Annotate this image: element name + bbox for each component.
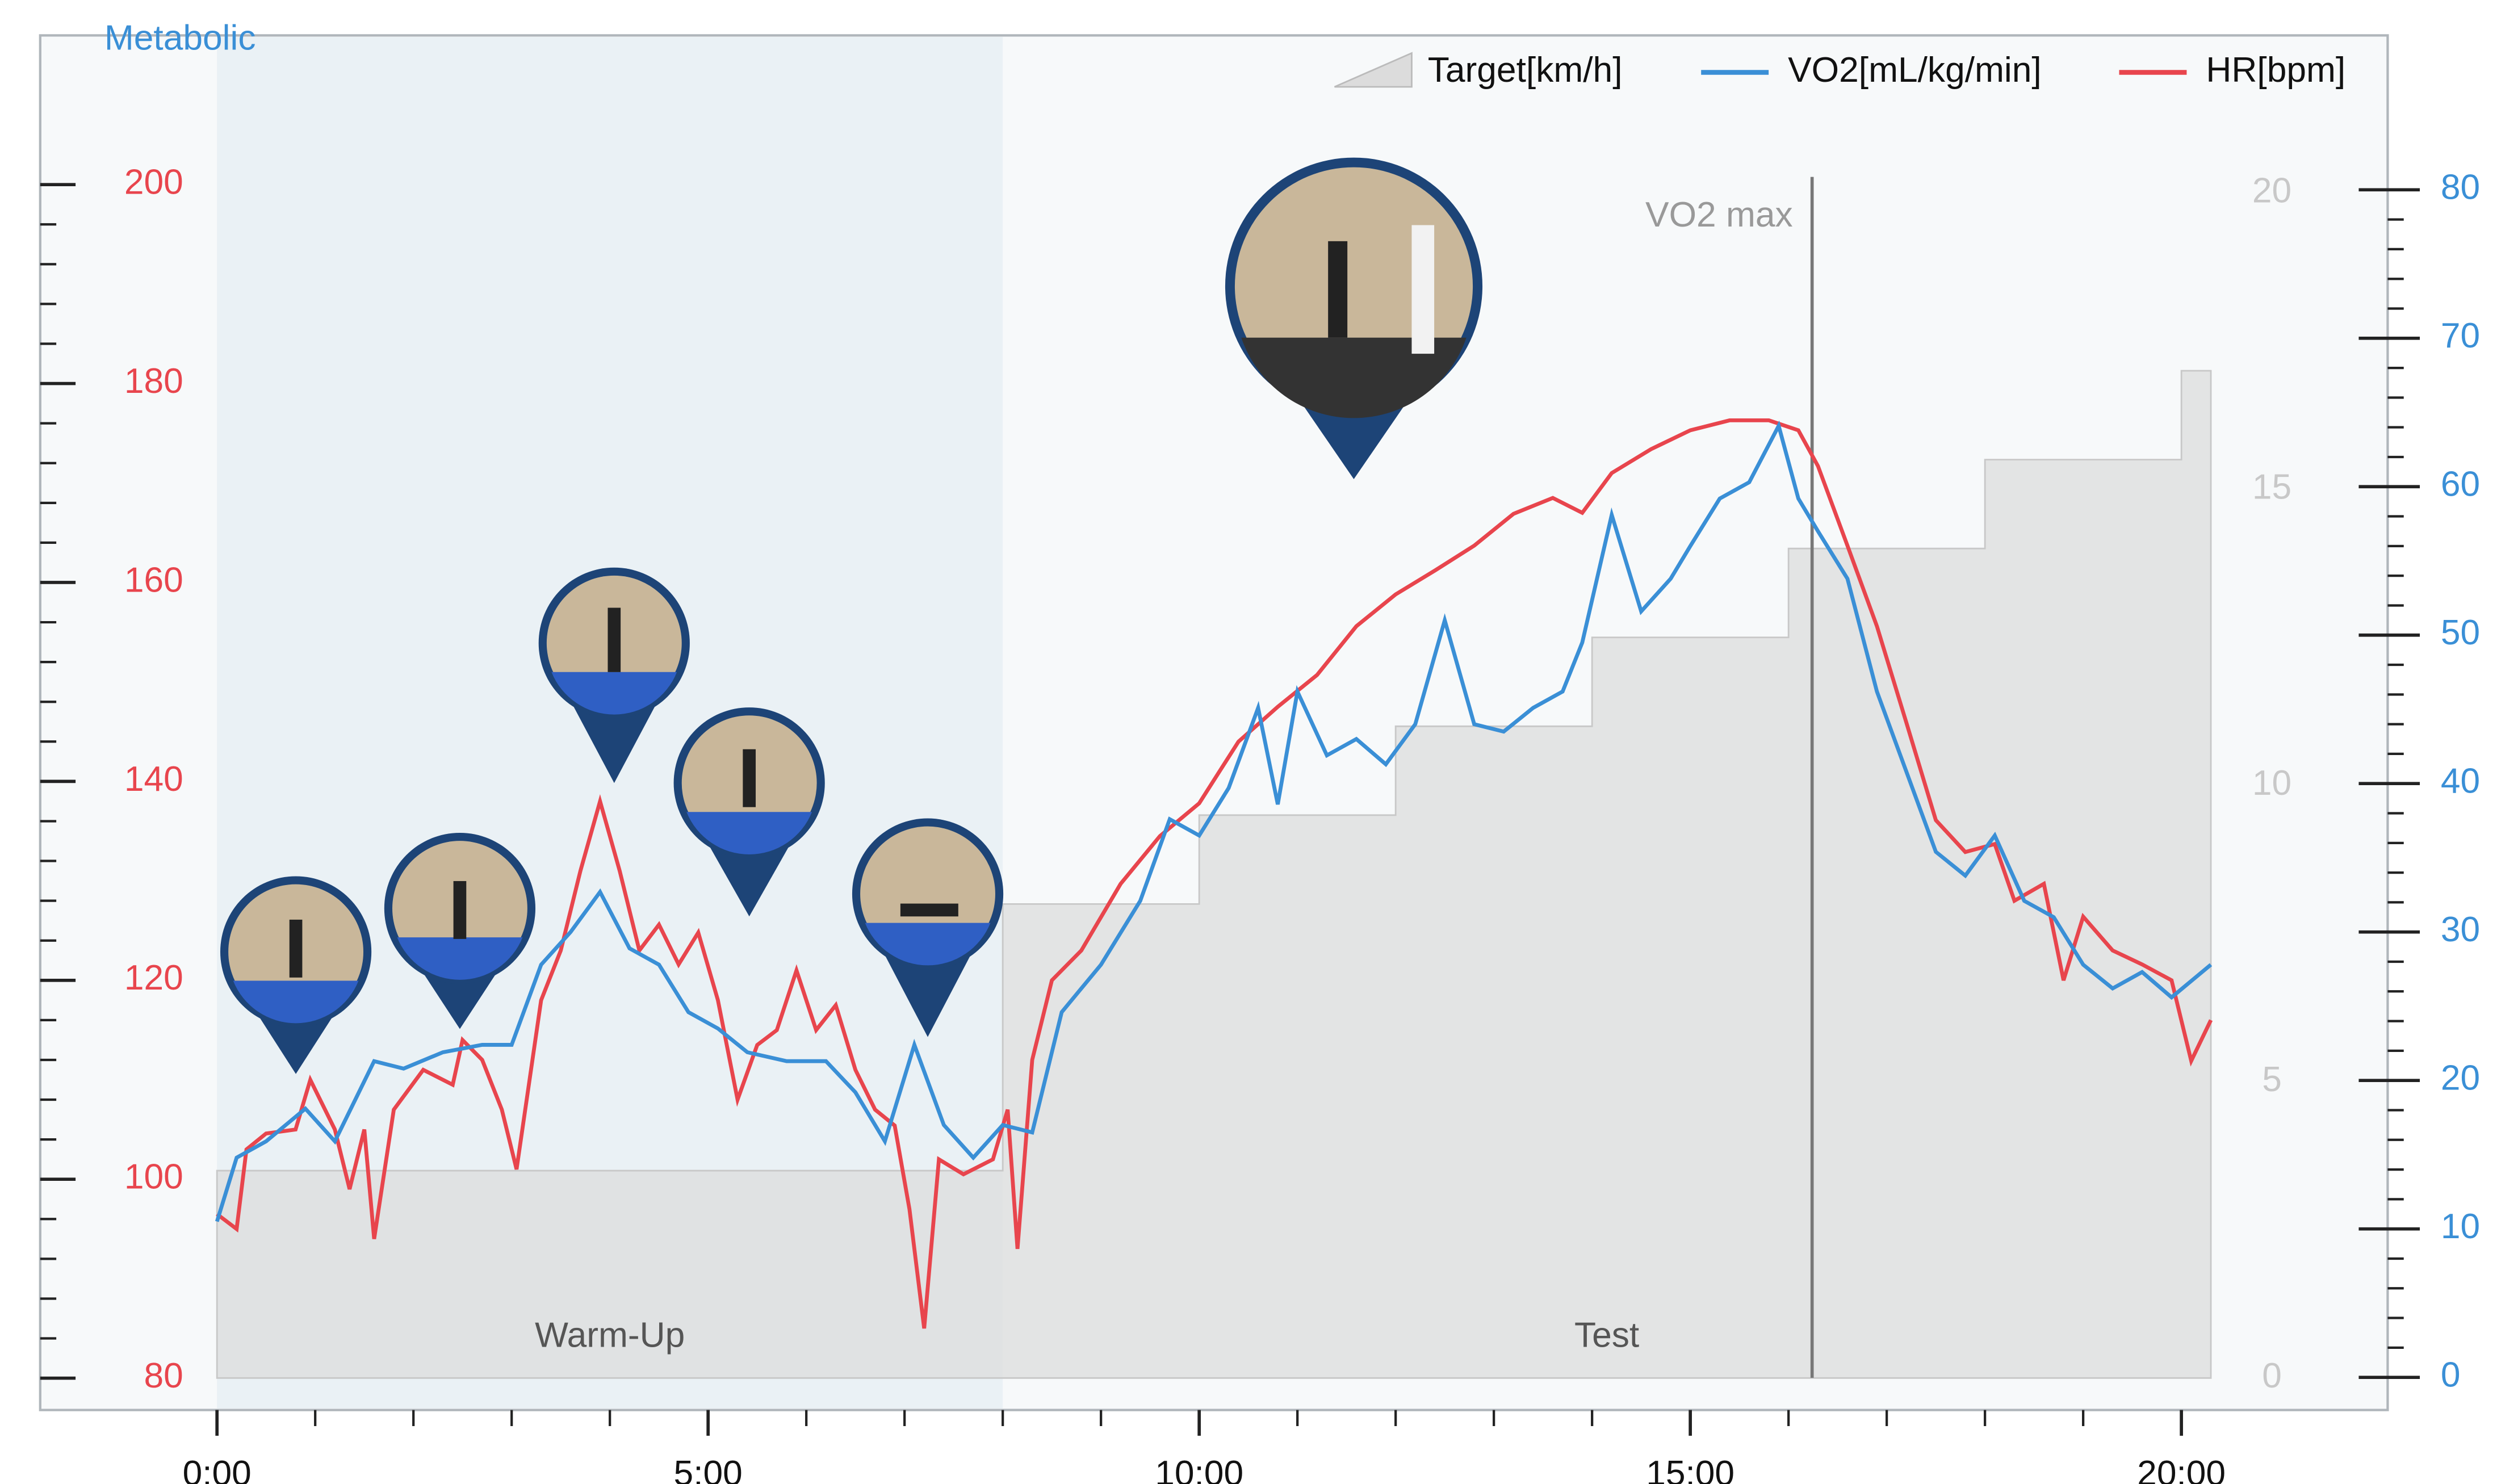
y3-tick-label: 20 (2252, 171, 2291, 210)
legend-label: HR[bpm] (2206, 51, 2345, 90)
region-label: Warm-Up (535, 1316, 685, 1355)
y-tick-label: 100 (124, 1158, 183, 1197)
y2-tick-label: 80 (2441, 168, 2480, 207)
region-label: Test (1574, 1316, 1639, 1355)
legend-label: VO2[mL/kg/min] (1788, 51, 2042, 90)
x-tick-label: 20:00 (2137, 1454, 2226, 1484)
x-tick-label: 0:00 (183, 1454, 252, 1484)
vo2max-label: VO2 max (1645, 195, 1793, 234)
y2-tick-label: 70 (2441, 316, 2480, 355)
x-tick-label: 10:00 (1155, 1454, 1243, 1484)
y-tick-label: 120 (124, 958, 183, 997)
y2-tick-label: 0 (2441, 1356, 2461, 1395)
chart-title: Metabolic (104, 18, 256, 57)
y-tick-label: 140 (124, 760, 183, 799)
y-tick-label: 200 (124, 163, 183, 202)
y2-tick-label: 40 (2441, 762, 2480, 801)
y2-tick-label: 30 (2441, 910, 2480, 949)
y3-tick-label: 0 (2262, 1356, 2282, 1395)
x-tick-label: 5:00 (674, 1454, 743, 1484)
y-tick-label: 180 (124, 362, 183, 401)
y3-tick-label: 15 (2252, 467, 2291, 506)
legend-label: Target[km/h] (1428, 51, 1623, 90)
y2-tick-label: 10 (2441, 1207, 2480, 1246)
y-tick-label: 80 (144, 1356, 183, 1395)
chart: Warm-Up Test VO2 max Metabolic 0:00 5:00 10:… (0, 0, 2497, 1484)
y2-tick-label: 60 (2441, 465, 2480, 504)
y2-tick-label: 50 (2441, 613, 2480, 652)
y2-tick-label: 20 (2441, 1059, 2480, 1098)
y3-tick-label: 10 (2252, 764, 2291, 803)
x-tick-label: 15:00 (1646, 1454, 1735, 1484)
y-tick-label: 160 (124, 560, 183, 600)
y3-tick-label: 5 (2262, 1060, 2282, 1099)
